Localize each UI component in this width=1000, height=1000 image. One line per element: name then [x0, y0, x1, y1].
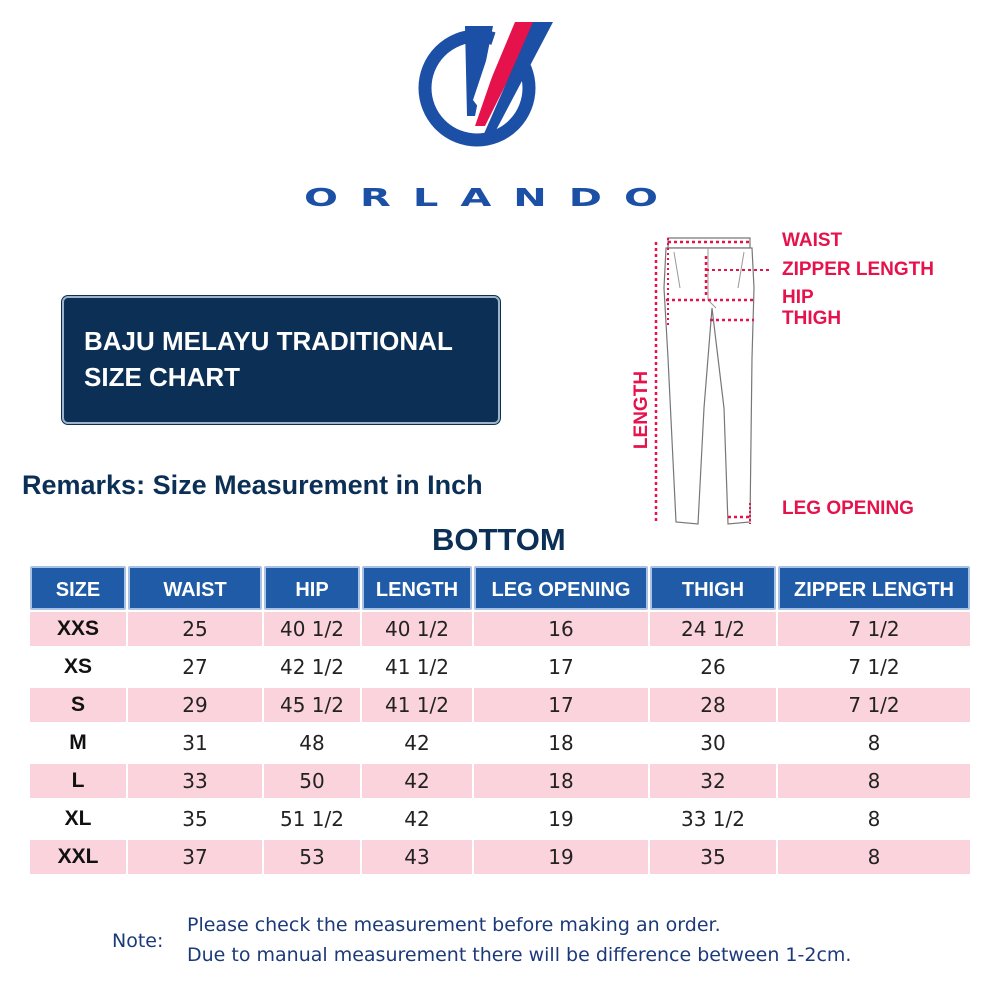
table-cell: 42 [404, 807, 430, 831]
table-header-cell: THIGH [650, 566, 776, 610]
table-size-cell: XXS [30, 612, 126, 646]
table-cell: 51 1/2 [280, 807, 344, 831]
table-cell: 35 [650, 840, 776, 874]
table-cell: 8 [867, 807, 881, 831]
table-cell: 33 [128, 764, 262, 798]
table-header-cell: LENGTH [362, 566, 472, 610]
table-cell: 17 [474, 688, 648, 722]
title-line-2: SIZE CHART [84, 362, 240, 392]
remarks-text: Remarks: Size Measurement in Inch [22, 470, 483, 500]
table-cell: 8 [867, 731, 881, 755]
table-cell: 8 [778, 764, 970, 798]
table-cell: 35 [182, 807, 208, 831]
table-cell: 25 [128, 612, 262, 646]
table-cell: 42 [404, 731, 430, 755]
table-cell: 31 [182, 731, 208, 755]
table-cell: 37 [128, 840, 262, 874]
title-box: BAJU MELAYU TRADITIONAL SIZE CHART [62, 296, 500, 424]
table-cell: 27 [182, 655, 208, 679]
table-cell: 50 [264, 764, 360, 798]
table-cell: 53 [264, 840, 360, 874]
table-cell: 19 [548, 807, 574, 831]
table-cell: 8 [778, 840, 970, 874]
table-cell: 32 [650, 764, 776, 798]
table-cell: 42 [362, 764, 472, 798]
note-line-1: Please check the measurement before maki… [187, 914, 721, 936]
table-cell: 41 1/2 [385, 655, 449, 679]
table-cell: 40 1/2 [264, 612, 360, 646]
table-row: XL 35 51 1/2 42 19 33 1/2 8 [30, 802, 970, 836]
table-cell: 45 1/2 [264, 688, 360, 722]
table-cell: 16 [474, 612, 648, 646]
table-cell: 29 [128, 688, 262, 722]
diagram-label-thigh: THIGH [782, 308, 842, 329]
table-size-cell: XXL [30, 840, 126, 874]
diagram-label-leg-opening: LEG OPENING [782, 498, 914, 519]
table-row: XXS 25 40 1/2 40 1/2 16 24 1/2 7 1/2 [30, 612, 970, 646]
note-line-2: Due to manual measurement there will be … [187, 944, 852, 966]
table-cell: 26 [700, 655, 726, 679]
section-title: BOTTOM [432, 522, 566, 557]
diagram-label-zipper-length: ZIPPER LENGTH [782, 259, 935, 280]
table-row: S 29 45 1/2 41 1/2 17 28 7 1/2 [30, 688, 970, 722]
table-cell: 7 1/2 [778, 612, 970, 646]
note-label: Note: [112, 930, 164, 952]
table-size-cell: XS [63, 655, 92, 678]
table-row: XXL 37 53 43 19 35 8 [30, 840, 970, 874]
brand-name: ORLANDO [304, 183, 680, 213]
table-size-cell: L [30, 764, 126, 798]
table-cell: 48 [299, 731, 325, 755]
table-header-cell: SIZE [30, 566, 126, 610]
table-cell: 33 1/2 [681, 807, 745, 831]
table-header-cell: LEG OPENING [474, 566, 648, 610]
table-header-cell: ZIPPER LENGTH [778, 566, 970, 610]
table-row: XS 27 42 1/2 41 1/2 17 26 7 1/2 [30, 650, 970, 684]
table-cell: 40 1/2 [362, 612, 472, 646]
table-cell: 17 [548, 655, 574, 679]
table-cell: 18 [474, 764, 648, 798]
title-line-1: BAJU MELAYU TRADITIONAL [84, 326, 453, 356]
table-header-cell: HIP [264, 566, 360, 610]
table-cell: 41 1/2 [362, 688, 472, 722]
table-row: L 33 50 42 18 32 8 [30, 764, 970, 798]
table-size-cell: XL [64, 807, 92, 830]
table-cell: 30 [700, 731, 726, 755]
trousers-diagram-icon [654, 237, 770, 525]
table-cell: 19 [474, 840, 648, 874]
table-header-row: SIZE WAIST HIP LENGTH LEG OPENING THIGH ZIPPER… [30, 566, 970, 610]
table-cell: 7 1/2 [848, 655, 900, 679]
table-size-cell: S [30, 688, 126, 722]
table-cell: 28 [650, 688, 776, 722]
brand-logo-icon [418, 22, 553, 147]
table-size-cell: M [69, 731, 87, 754]
diagram-label-hip: HIP [782, 287, 814, 308]
table-row: M 31 48 42 18 30 8 [30, 726, 970, 760]
table-cell: 43 [362, 840, 472, 874]
table-cell: 7 1/2 [778, 688, 970, 722]
table-header-cell: WAIST [128, 566, 262, 610]
table-cell: 18 [548, 731, 574, 755]
diagram-label-waist: WAIST [782, 230, 843, 251]
table-cell: 24 1/2 [650, 612, 776, 646]
diagram-label-length: LENGTH [631, 370, 652, 450]
table-cell: 42 1/2 [280, 655, 344, 679]
